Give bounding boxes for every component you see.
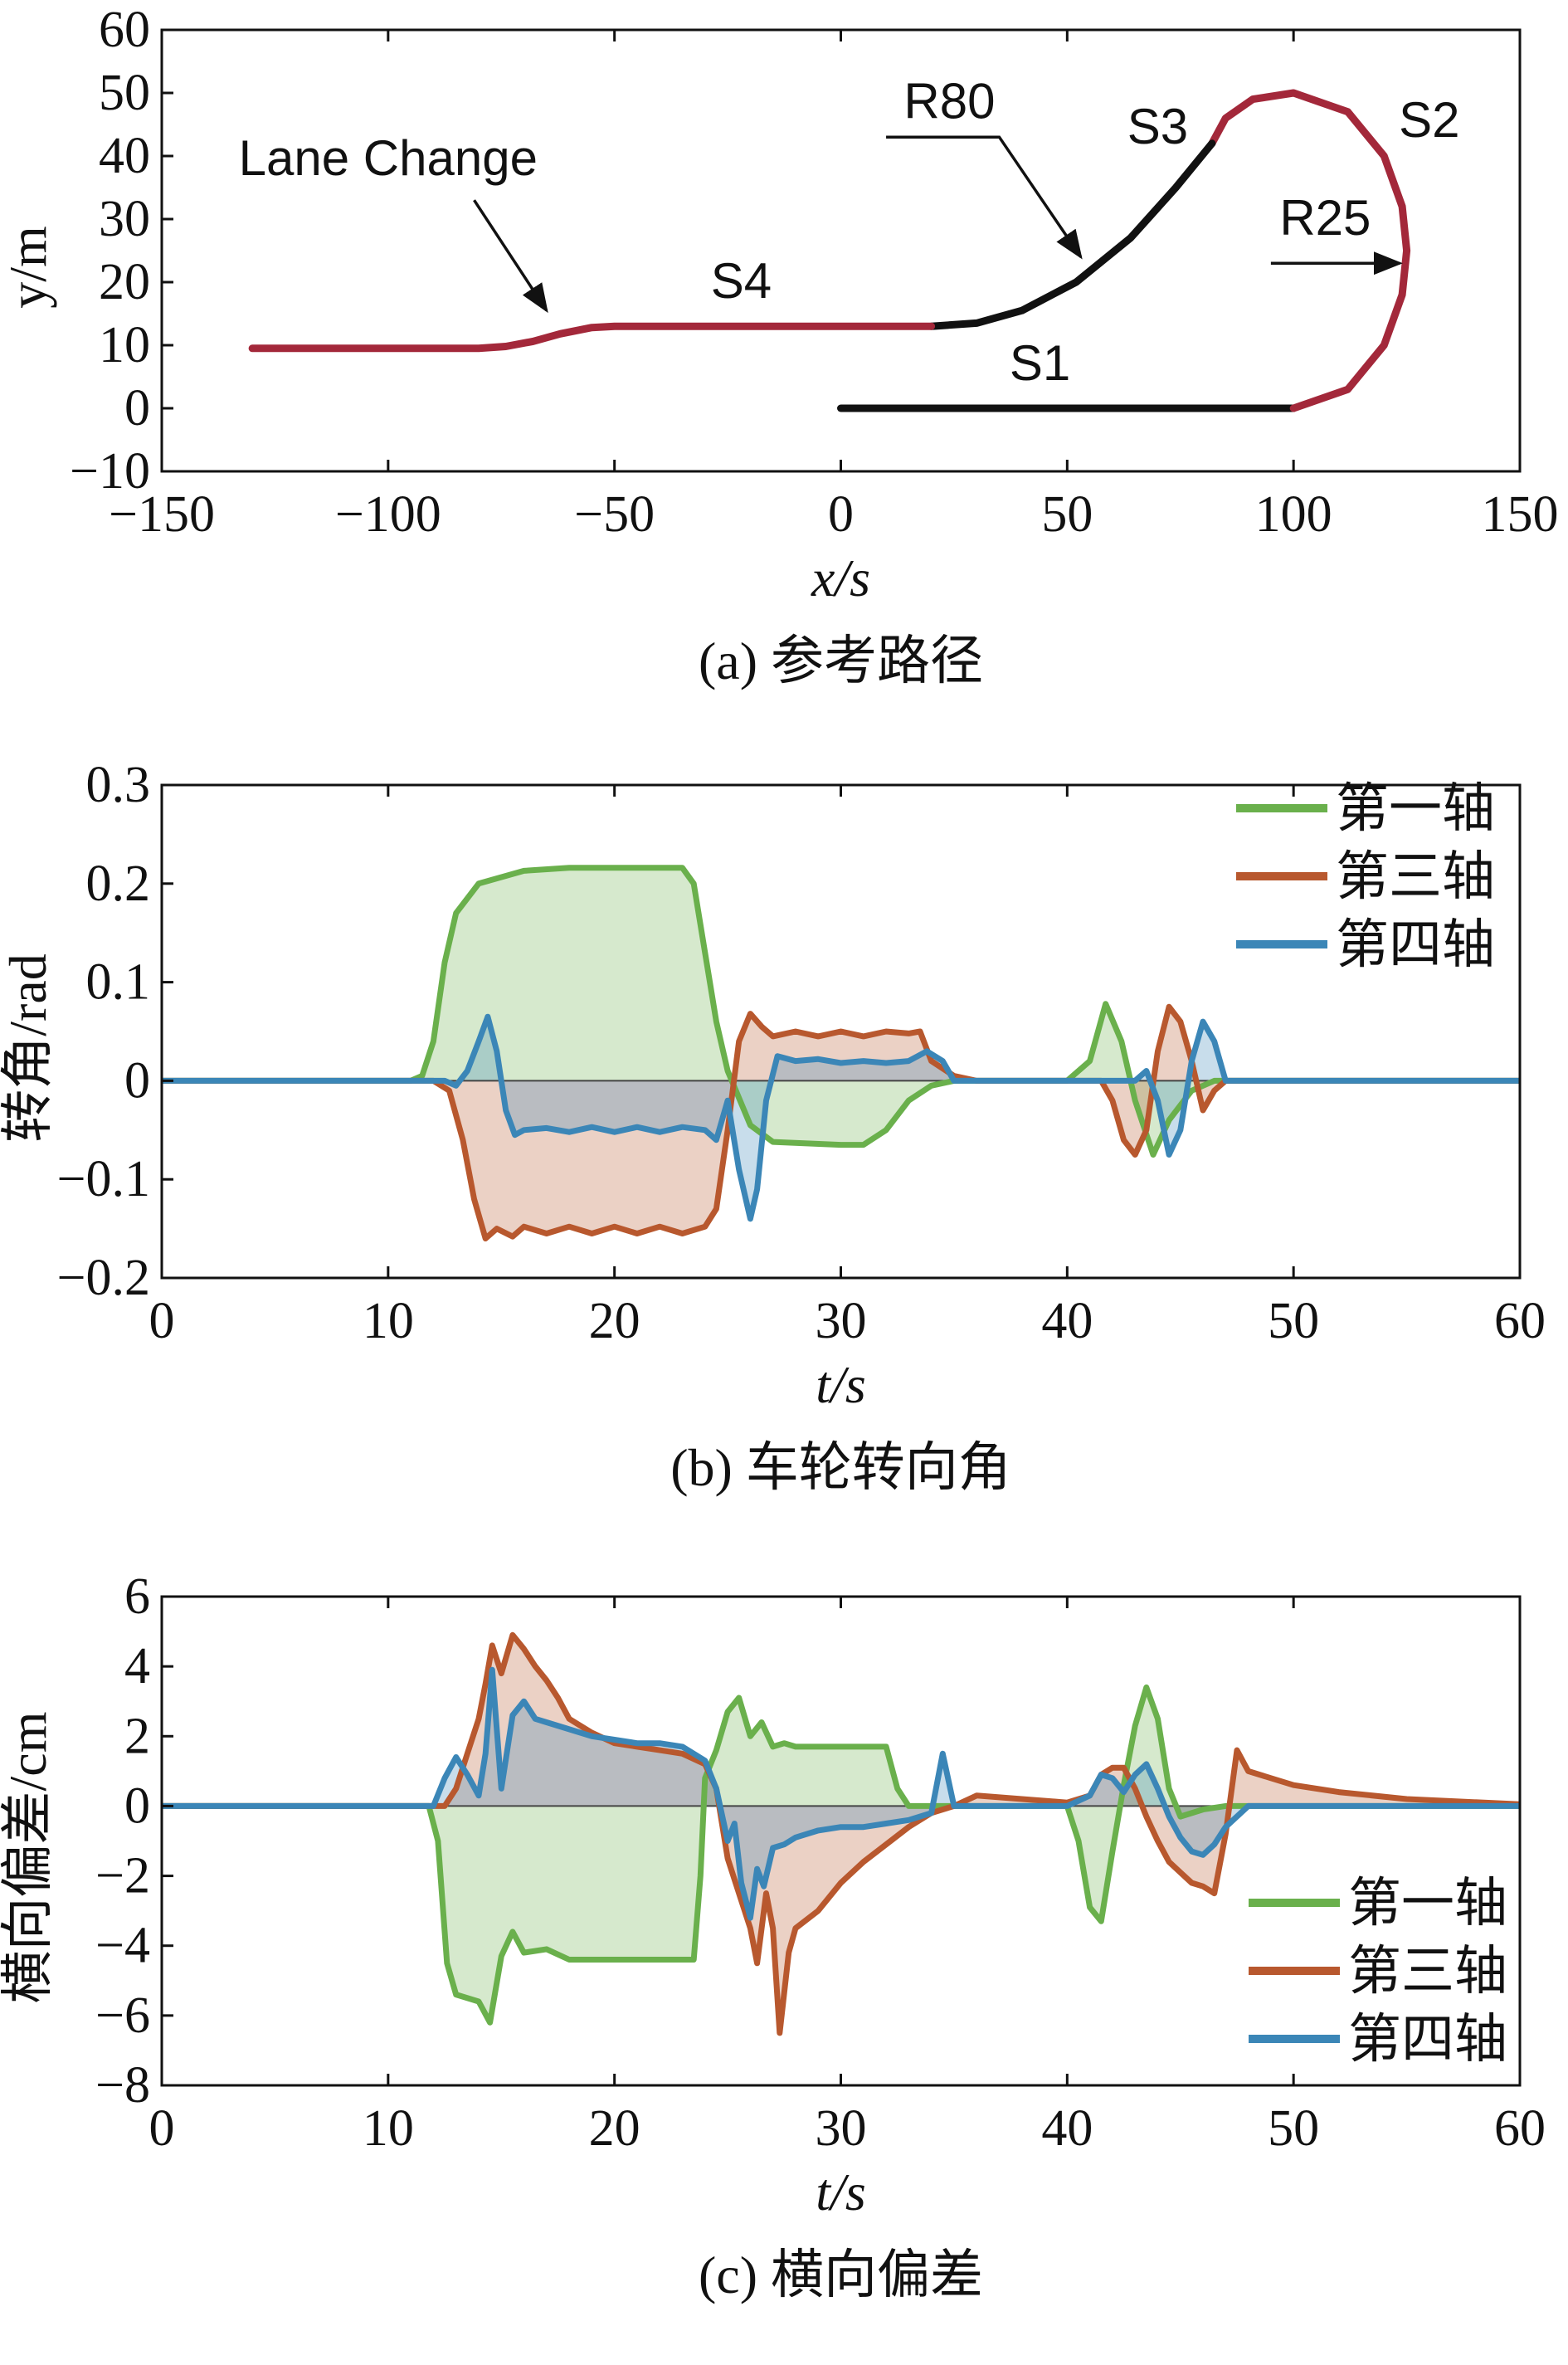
panel-a-y-tick-label: 60 <box>99 2 150 58</box>
annotation-s1: S1 <box>1010 335 1070 391</box>
annotation-lane-change: Lane Change <box>239 130 538 186</box>
panel-c-lateral-deviation-x-tick-label: 0 <box>149 2100 175 2157</box>
panel-a-y-tick-label: 0 <box>124 380 150 436</box>
series-fill-red <box>162 1007 1520 1239</box>
series-fill-red <box>162 1635 1520 2033</box>
series-line-blue <box>162 1666 1520 1921</box>
lane-change-arrow <box>473 199 548 314</box>
panel-b-steering-angle-x-tick-label: 20 <box>589 1293 640 1349</box>
panel-b-steering-angle-y-tick-label: 0.2 <box>86 856 151 912</box>
legend-label-green: 第一轴 <box>1348 1874 1507 1933</box>
panel-b-steering-angle-x-axis-label: t/s <box>816 1355 865 1414</box>
series-fill-green <box>162 867 1520 1155</box>
path-segment-s2 <box>1208 89 1411 412</box>
panel-a-x-tick-label: −100 <box>335 486 441 543</box>
panel-a-y-axis-label: y/m <box>0 226 57 309</box>
panel-b-steering-angle-x-tick-label: 40 <box>1041 1293 1093 1349</box>
panel-c-lateral-deviation: 0 10 20 30 40 50 60 −8 −6 −4 −2 0 2 4 6 t/s 横向偏差/cm (c) 横… <box>0 1568 1546 2304</box>
panel-c-lateral-deviation-x-tick-label: 20 <box>589 2100 640 2157</box>
series-line-red <box>162 1003 1520 1241</box>
panel-c-lateral-deviation-y-tick-label: 6 <box>124 1568 150 1625</box>
panel-a-y-tick-label: 40 <box>99 128 150 184</box>
panel-a-x-tick-label: 50 <box>1041 486 1093 543</box>
panel-a-x-tick-label: 100 <box>1255 486 1332 543</box>
panel-b-steering-angle-y-tick-label: 0 <box>124 1052 150 1109</box>
path-segment-s3 <box>928 139 1216 330</box>
panel-b-steering-angle-y-tick-label: 0.1 <box>86 954 151 1011</box>
panel-c-lateral-deviation-y-axis-label: 横向偏差/cm <box>0 1712 57 2004</box>
panel-b-steering-angle-caption: (b) 车轮转向角 <box>670 1438 1011 1497</box>
series-line-green <box>162 1684 1520 2026</box>
annotation-r80: R80 <box>903 73 995 129</box>
series-line-blue <box>162 1013 1520 1222</box>
path-segment-s4 <box>248 322 936 353</box>
panel-c-lateral-deviation-x-tick-label: 60 <box>1494 2100 1546 2157</box>
panel-c-lateral-deviation-x-tick-label: 10 <box>363 2100 414 2157</box>
panel-c-lateral-deviation-y-tick-label: −6 <box>95 1987 150 2044</box>
annotation-s2: S2 <box>1399 92 1459 148</box>
legend-label-blue: 第四轴 <box>1336 915 1495 974</box>
panel-c-lateral-deviation-x-tick-label: 50 <box>1268 2100 1319 2157</box>
panel-a-caption: (a) 参考路径 <box>699 631 983 690</box>
panel-b-steering-angle-x-tick-label: 30 <box>816 1293 867 1349</box>
panel-c-lateral-deviation-x-tick-label: 30 <box>816 2100 867 2157</box>
panel-c-lateral-deviation-x-tick-label: 40 <box>1041 2100 1093 2157</box>
panel-b-steering-angle-x-tick-label: 60 <box>1494 1293 1546 1349</box>
series-fill-green <box>162 1687 1520 2023</box>
panel-b-steering-angle-x-tick-label: 10 <box>363 1293 414 1349</box>
legend-label-green: 第一轴 <box>1336 779 1495 838</box>
panel-a-y-tick-label: 30 <box>99 191 150 247</box>
panel-b-steering-angle-y-axis-label: 转角/rad <box>0 953 57 1143</box>
panel-b-steering-angle: 0 10 20 30 40 50 60 −0.2 −0.1 0 0.1 0.2 0.3 t/s 转角/rad… <box>0 757 1546 1497</box>
panel-a-y-tick-label: 10 <box>99 317 150 373</box>
legend-label-blue: 第四轴 <box>1348 2010 1507 2069</box>
panel-b-steering-angle-x-tick-label: 50 <box>1268 1293 1319 1349</box>
panel-a-x-tick-label: −150 <box>109 486 215 543</box>
panel-c-lateral-deviation-y-tick-label: 0 <box>124 1777 150 1834</box>
panel-c-lateral-deviation-y-tick-label: −2 <box>95 1848 150 1904</box>
panel-a-x-axis-label: x/s <box>811 549 870 607</box>
panel-a-y-tick-label: 50 <box>99 65 150 121</box>
r80-arrow <box>886 135 1083 260</box>
panel-c-lateral-deviation-y-tick-label: −4 <box>95 1918 150 1974</box>
panel-b-steering-angle-y-tick-label: −0.1 <box>57 1151 150 1207</box>
annotation-s4: S4 <box>711 253 772 309</box>
panel-c-lateral-deviation-x-axis-label: t/s <box>816 2163 865 2221</box>
series-line-green <box>162 865 1520 1158</box>
panel-a-reference-path: −150 −100 −50 0 50 100 150−100102030405060x/sy… <box>0 2 1559 690</box>
panel-b-steering-angle-y-tick-label: 0.3 <box>86 757 151 813</box>
panel-b-steering-angle-y-tick-label: −0.2 <box>57 1250 150 1306</box>
panel-a-x-tick-label: 0 <box>828 486 854 543</box>
panel-c-lateral-deviation-caption: (c) 横向偏差 <box>699 2246 983 2304</box>
panel-c-lateral-deviation-y-tick-label: 4 <box>124 1638 150 1695</box>
annotation-r25: R25 <box>1279 190 1371 246</box>
panel-a-x-tick-label: 150 <box>1482 486 1559 543</box>
panel-a-x-tick-label: −50 <box>574 486 655 543</box>
panel-a-y-tick-label: 20 <box>99 254 150 310</box>
series-line-red <box>162 1631 1521 2036</box>
panel-c-lateral-deviation-y-tick-label: −8 <box>95 2057 150 2114</box>
legend-label-red: 第三轴 <box>1336 847 1495 906</box>
panel-b-steering-angle-x-tick-label: 0 <box>149 1293 175 1349</box>
annotation-s3: S3 <box>1127 99 1188 154</box>
panel-c-lateral-deviation-y-tick-label: 2 <box>124 1708 150 1764</box>
panel-a-y-tick-label: −10 <box>70 443 150 500</box>
legend-label-red: 第三轴 <box>1348 1942 1507 2001</box>
